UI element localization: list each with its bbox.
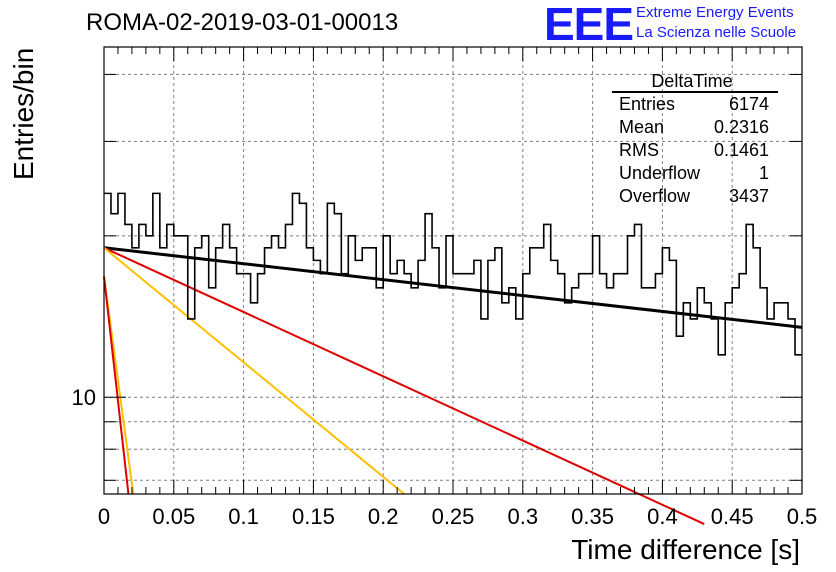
x-tick-label: 0.5 [787,504,818,529]
org-name-line2: La Scienza nelle Scuole [636,24,797,41]
stats-box: DeltaTime Entries 6174 Mean 0.2316 RMS 0.1461… [612,71,778,206]
fit-line-yellow_mid [103,247,405,495]
fit-layer [103,246,803,525]
fit-line-red_fast [103,276,130,495]
stats-value: 6174 [729,94,769,114]
x-axis-title: Time difference [s] [571,534,800,565]
x-tick-label: 0.2 [368,504,399,529]
y-axis-title: Entries/bin [8,48,39,180]
run-title: ROMA-02-2019-03-01-00013 [86,9,399,36]
stats-label: Overflow [619,186,691,206]
x-tick-label: 0.45 [711,504,754,529]
stats-value: 3437 [729,186,769,206]
fit-line-total [103,246,803,329]
eee-logo: EEE [544,0,634,50]
org-name-line1: Extreme Energy Events [636,4,794,21]
x-tick-label: 0.1 [228,504,259,529]
fit-line-red_slow [103,246,705,525]
x-tick-label: 0.25 [432,504,475,529]
x-tick-label: 0.35 [571,504,614,529]
y-tick-label: 10 [72,385,96,410]
x-tick-label: 0 [98,504,110,529]
x-tick-label: 0.4 [647,504,678,529]
tick-label-layer: 0 0.05 0.1 0.15 0.2 0.25 0.3 0.35 0.4 0.45 0.5 10 [72,385,818,529]
histogram-series [104,192,802,356]
stats-label: Mean [619,117,664,137]
grid-layer [104,47,802,494]
stats-title: DeltaTime [651,71,732,91]
histogram-layer [104,192,802,356]
stats-label: Entries [619,94,675,114]
tick-layer [103,47,803,494]
stats-value: 1 [759,163,769,183]
x-tick-label: 0.15 [292,504,335,529]
stats-value: 0.1461 [714,140,769,160]
x-tick-label: 0.05 [152,504,195,529]
stats-rows: Entries 6174 Mean 0.2316 RMS 0.1461 Underflow 1… [619,94,769,206]
x-tick-label: 0.3 [508,504,539,529]
stats-label: RMS [619,140,659,160]
stats-value: 0.2316 [714,117,769,137]
stats-label: Underflow [619,163,701,183]
